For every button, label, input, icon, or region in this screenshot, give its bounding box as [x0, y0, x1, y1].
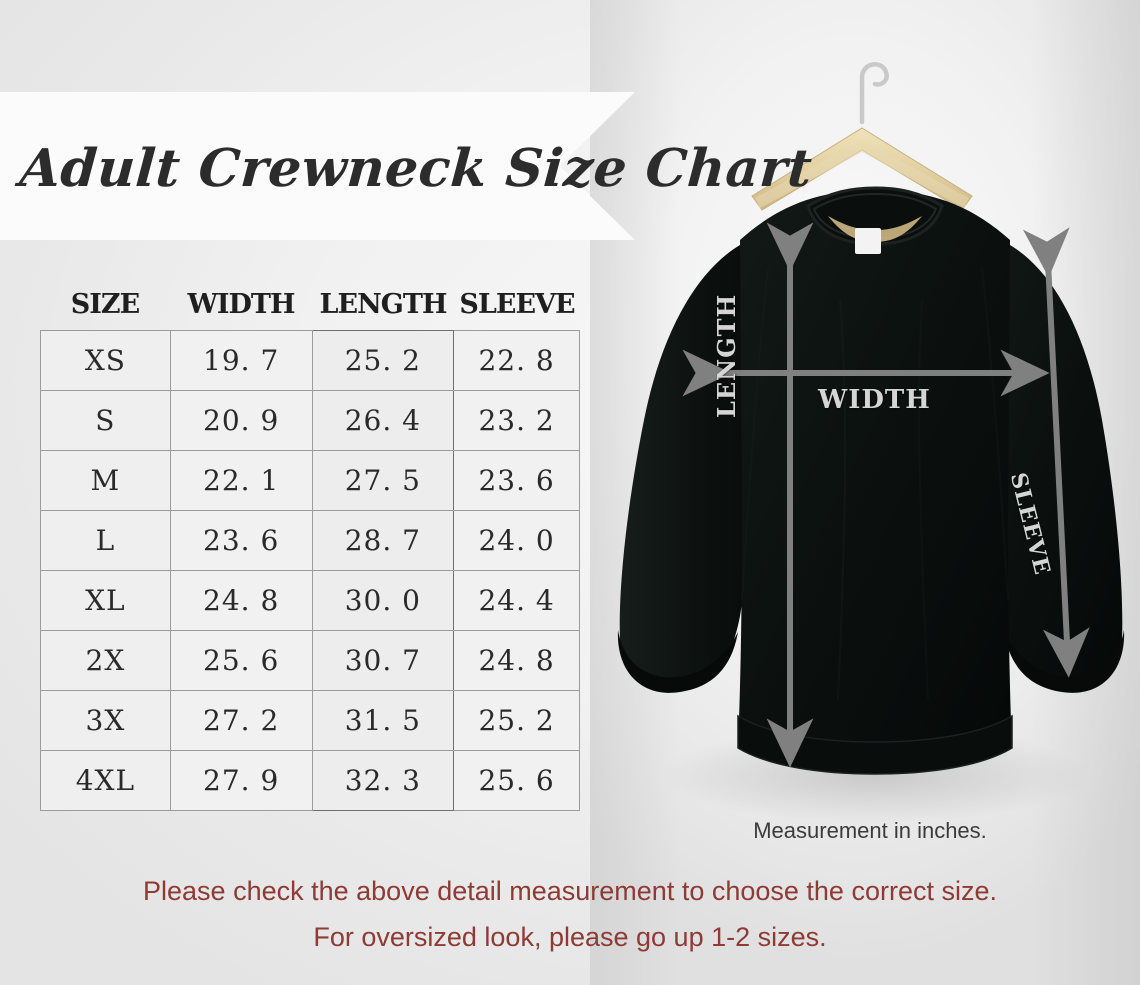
length-cell: 28. 7	[311, 510, 455, 571]
size-advice-line-1: Please check the above detail measuremen…	[143, 876, 997, 906]
length-cell: 31. 5	[311, 690, 455, 751]
size-cell: XS	[40, 330, 171, 391]
width-cell: 20. 9	[169, 390, 313, 451]
table-header-row: SIZE WIDTH LENGTH SLEEVE	[40, 286, 580, 322]
width-cell: 27. 9	[169, 750, 313, 811]
length-cell: 26. 4	[311, 390, 455, 451]
column-header-length: LENGTH	[319, 288, 448, 320]
length-cell: 30. 7	[311, 630, 455, 691]
page-title: Adult Crewneck Size Chart	[17, 137, 815, 199]
table-row: 2X 25. 6 30. 7 24. 8	[40, 630, 580, 691]
width-cell: 19. 7	[169, 330, 313, 391]
sleeve-cell: 24. 0	[453, 510, 580, 571]
size-cell: 4XL	[40, 750, 171, 811]
sleeve-cell: 25. 2	[453, 690, 580, 751]
sleeve-cell: 24. 8	[453, 630, 580, 691]
double-arrow-diagonal-icon	[1022, 227, 1090, 678]
neck-tag-icon	[855, 228, 881, 254]
title-ribbon	[0, 92, 635, 240]
label-length: LENGTH	[712, 293, 741, 418]
length-cell: 30. 0	[311, 570, 455, 631]
sleeve-cell: 24. 4	[453, 570, 580, 631]
width-cell: 25. 6	[169, 630, 313, 691]
table-row: M 22. 1 27. 5 23. 6	[40, 450, 580, 511]
size-cell: 3X	[40, 690, 171, 751]
table-row: L 23. 6 28. 7 24. 0	[40, 510, 580, 571]
column-header-size: SIZE	[70, 288, 140, 320]
table-row: S 20. 9 26. 4 23. 2	[40, 390, 580, 451]
length-cell: 25. 2	[311, 330, 455, 391]
length-cell: 27. 5	[311, 450, 455, 511]
length-cell: 32. 3	[311, 750, 455, 811]
column-header-width: WIDTH	[187, 288, 296, 320]
sleeve-cell: 22. 8	[453, 330, 580, 391]
size-cell: L	[40, 510, 171, 571]
column-header-sleeve: SLEEVE	[459, 288, 575, 320]
size-cell: XL	[40, 570, 171, 631]
width-cell: 24. 8	[169, 570, 313, 631]
sleeve-cell: 23. 2	[453, 390, 580, 451]
measurement-unit-note: Measurement in inches.	[753, 818, 987, 843]
table-row: 4XL 27. 9 32. 3 25. 6	[40, 750, 580, 811]
sleeve-cell: 25. 6	[453, 750, 580, 811]
width-cell: 23. 6	[169, 510, 313, 571]
table-row: 3X 27. 2 31. 5 25. 2	[40, 690, 580, 751]
width-cell: 22. 1	[169, 450, 313, 511]
size-advice-line-2: For oversized look, please go up 1-2 siz…	[313, 922, 827, 952]
size-cell: S	[40, 390, 171, 451]
table-row: XS 19. 7 25. 2 22. 8	[40, 330, 580, 391]
label-width: WIDTH	[818, 385, 931, 415]
width-cell: 27. 2	[169, 690, 313, 751]
sleeve-cell: 23. 6	[453, 450, 580, 511]
size-cell: M	[40, 450, 171, 511]
table-row: XL 24. 8 30. 0 24. 4	[40, 570, 580, 631]
size-cell: 2X	[40, 630, 171, 691]
